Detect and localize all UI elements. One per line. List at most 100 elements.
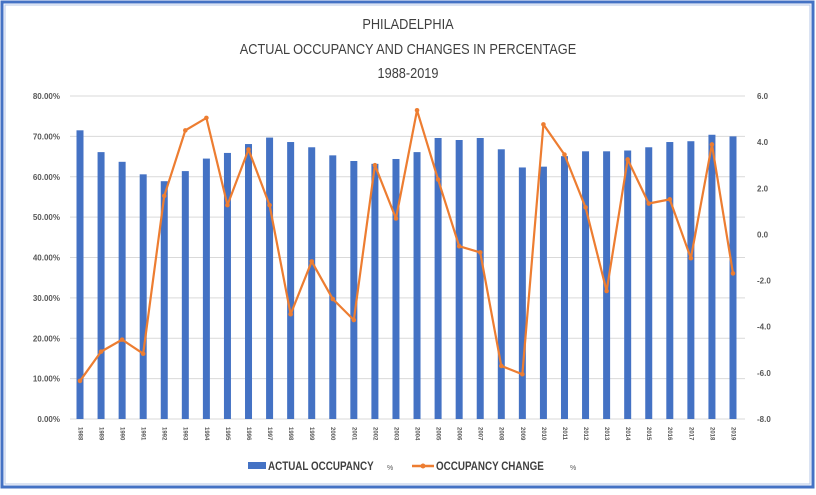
change-point-2012 xyxy=(583,205,588,210)
change-point-2008 xyxy=(498,363,504,369)
bar-1988 xyxy=(76,130,84,419)
x-tick-label: 1996 xyxy=(245,427,251,441)
legend-unit-occupancy: % xyxy=(387,465,393,472)
change-point-1989 xyxy=(98,349,104,354)
legend-label-change: OCCUPANCY CHANGE xyxy=(436,460,544,473)
bar-1993 xyxy=(181,171,189,419)
bar-1991 xyxy=(139,174,147,419)
bar-2009 xyxy=(518,167,526,419)
change-point-2001 xyxy=(351,317,357,323)
bar-2002 xyxy=(371,163,379,419)
left-tick-label: 60.00% xyxy=(33,173,60,182)
bar-1997 xyxy=(266,137,274,419)
legend-swatch-occupancy xyxy=(248,462,266,469)
left-tick-label: 20.00% xyxy=(33,334,60,343)
bar-2019 xyxy=(729,136,737,419)
bar-1990 xyxy=(118,161,126,419)
x-tick-label: 2009 xyxy=(519,427,525,441)
bar-2016 xyxy=(666,142,674,419)
bar-1989 xyxy=(97,152,105,419)
x-tick-label: 2002 xyxy=(371,427,377,441)
change-point-2019 xyxy=(730,271,736,276)
chart-title-line-3: 1988-2019 xyxy=(378,64,439,81)
x-tick-label: 2018 xyxy=(708,427,714,441)
change-point-2014 xyxy=(625,157,630,162)
line-series xyxy=(77,108,736,384)
x-tick-label: 1998 xyxy=(287,427,293,441)
chart-frame-inner xyxy=(4,4,811,485)
bar-1995 xyxy=(223,152,231,419)
x-tick-label: 1995 xyxy=(224,427,230,441)
x-tick-label: 1988 xyxy=(76,427,82,441)
change-point-2015 xyxy=(646,201,652,206)
x-tick-label: 2015 xyxy=(645,427,651,441)
bar-2007 xyxy=(476,137,484,420)
chart-title-line-2: ACTUAL OCCUPANCY AND CHANGES IN PERCENTA… xyxy=(240,40,576,57)
bar-2011 xyxy=(560,156,568,419)
change-point-2005 xyxy=(435,177,441,182)
x-tick-label: 2004 xyxy=(413,427,419,441)
right-tick-label: 6.0 xyxy=(757,92,769,101)
bar-2001 xyxy=(350,161,358,419)
change-line xyxy=(79,109,735,382)
change-point-1999 xyxy=(309,259,315,264)
x-tick-label: 1999 xyxy=(308,427,314,441)
right-tick-label: 4.0 xyxy=(757,138,769,147)
x-tick-label: 2005 xyxy=(435,427,441,441)
change-point-1988 xyxy=(77,378,83,384)
change-point-2013 xyxy=(604,288,609,294)
x-tick-label: 1989 xyxy=(97,427,103,441)
change-point-2009 xyxy=(520,371,525,377)
bar-2004 xyxy=(413,152,421,419)
x-tick-label: 1993 xyxy=(182,427,188,441)
x-tick-label: 2012 xyxy=(582,427,588,441)
right-tick-label: 2.0 xyxy=(757,184,769,193)
x-tick-label: 2014 xyxy=(624,427,630,441)
left-tick-label: 10.00% xyxy=(33,375,60,384)
change-point-2010 xyxy=(541,122,546,127)
change-point-2003 xyxy=(393,216,399,221)
x-tick-label: 2007 xyxy=(477,427,483,441)
bar-2017 xyxy=(687,141,695,419)
change-point-2002 xyxy=(372,162,378,168)
change-point-1994 xyxy=(204,115,209,121)
bar-2003 xyxy=(392,158,400,420)
x-tick-label: 1991 xyxy=(140,427,146,441)
x-tick-label: 2016 xyxy=(666,427,672,441)
right-axis-ticks: -8.0 -6.0 -4.0 -2.0 0.0 2.0 4.0 6.0 xyxy=(757,92,771,424)
x-tick-label: 2000 xyxy=(329,427,335,441)
left-tick-label: 80.00% xyxy=(33,92,60,101)
right-tick-label: -2.0 xyxy=(757,277,771,286)
change-point-1997 xyxy=(267,202,272,208)
bar-2015 xyxy=(645,147,653,419)
change-point-1990 xyxy=(119,337,125,342)
change-point-2006 xyxy=(456,243,462,249)
legend-unit-change: % xyxy=(570,465,576,472)
x-tick-label: 2008 xyxy=(498,427,504,441)
right-tick-label: -4.0 xyxy=(757,323,771,332)
change-point-1998 xyxy=(288,311,293,317)
right-tick-label: -6.0 xyxy=(757,369,771,378)
legend-label-occupancy: ACTUAL OCCUPANCY xyxy=(268,460,374,473)
change-point-2011 xyxy=(562,152,567,157)
change-point-2016 xyxy=(667,197,673,202)
x-tick-label: 2017 xyxy=(687,427,693,441)
left-tick-label: 70.00% xyxy=(33,132,60,141)
change-point-1995 xyxy=(225,202,230,208)
bar-1998 xyxy=(287,142,295,419)
change-point-2018 xyxy=(709,142,715,147)
x-tick-label: 2006 xyxy=(456,427,462,441)
change-point-1991 xyxy=(140,351,146,357)
x-tick-label: 1992 xyxy=(161,427,167,441)
left-tick-label: 40.00% xyxy=(33,254,60,263)
left-tick-label: 50.00% xyxy=(33,213,60,222)
x-tick-label: 1990 xyxy=(119,427,125,441)
legend-marker-change xyxy=(420,463,426,469)
x-tick-label: 2010 xyxy=(540,427,546,441)
change-point-2004 xyxy=(414,108,420,113)
x-tick-label: 2011 xyxy=(561,427,567,441)
bar-2014 xyxy=(624,150,632,419)
change-point-1996 xyxy=(246,147,251,152)
